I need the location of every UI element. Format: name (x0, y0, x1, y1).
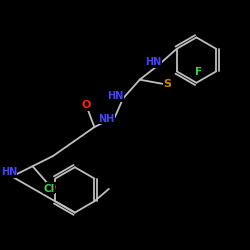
Text: HN: HN (1, 168, 17, 177)
Text: Cl: Cl (44, 184, 55, 194)
Text: O: O (82, 100, 91, 110)
Text: HN: HN (145, 57, 161, 67)
Text: S: S (164, 79, 172, 89)
Text: O: O (46, 183, 56, 193)
Text: F: F (195, 68, 202, 78)
Text: HN: HN (107, 91, 123, 101)
Text: NH: NH (98, 114, 115, 124)
